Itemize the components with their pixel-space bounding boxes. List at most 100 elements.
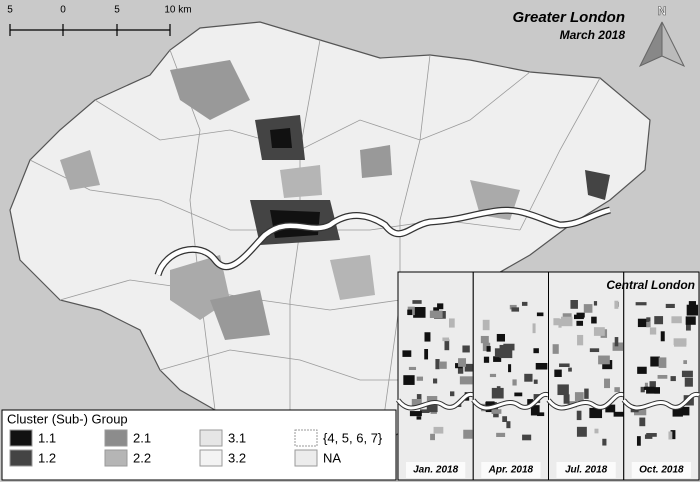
inset-patch [437, 303, 444, 310]
inset-patch [678, 406, 690, 416]
inset-patch [568, 367, 572, 372]
inset-patch [602, 438, 607, 446]
inset-patch [416, 376, 424, 381]
inset-patch [685, 316, 696, 325]
legend-box [1, 409, 397, 481]
inset-patch [583, 304, 593, 313]
legend-label: 2.1 [133, 430, 151, 445]
inset-patch [511, 307, 520, 312]
legend-swatch [9, 429, 33, 447]
inset-patch [558, 318, 562, 328]
inset-patch [644, 382, 648, 388]
inset-patch [644, 434, 653, 439]
inset-patch [537, 412, 545, 417]
inset-patch [509, 304, 517, 310]
inset-patch [657, 374, 668, 379]
inset-patch [426, 405, 438, 413]
inset-patch [403, 375, 415, 385]
legend-swatch [199, 429, 223, 447]
inset-patch [464, 363, 477, 372]
inset-patch [554, 369, 562, 377]
inset-patch [654, 316, 664, 325]
inset-patch [444, 339, 450, 351]
legend-label: {4, 5, 6, 7} [323, 430, 383, 445]
inset-patch [522, 434, 532, 441]
scale-label: 5 [114, 5, 120, 16]
inset-patch [524, 373, 533, 382]
legend-label: NA [323, 450, 341, 465]
inset-patch [665, 303, 675, 309]
scale-label: 10 km [164, 5, 191, 16]
inset-river [547, 392, 625, 410]
map-title: Greater London [512, 9, 625, 26]
inset-panel-label: Jan. 2018 [413, 465, 458, 476]
inset-patch [639, 417, 646, 427]
legend-label: 2.2 [133, 450, 151, 465]
inset-patch [532, 323, 536, 334]
inset-patch [533, 348, 539, 354]
inset-label-bg [631, 462, 691, 478]
scale-label: 0 [60, 5, 66, 16]
inset-patch [673, 338, 687, 346]
inset-patch [598, 355, 610, 365]
inset-patch [412, 300, 422, 304]
inset-patch [416, 394, 422, 402]
inset-patch [646, 386, 655, 394]
inset-patch [643, 386, 649, 390]
legend-swatch [9, 449, 33, 467]
inset-patch [574, 392, 584, 402]
inset-panel-label: Apr. 2018 [488, 465, 534, 476]
map-subtitle: March 2018 [560, 28, 626, 42]
inset-patch [533, 379, 538, 384]
inset-patch [559, 363, 570, 368]
inset-patch [486, 346, 491, 352]
legend-label: 3.1 [228, 430, 246, 445]
inset-patch [562, 313, 572, 319]
inset-patch [635, 302, 647, 306]
inset-patch [602, 360, 613, 370]
inset-patch [658, 357, 667, 368]
inset-patch [614, 337, 619, 347]
inset-patch [496, 386, 501, 395]
river-thames [155, 207, 611, 276]
inset-patch [593, 301, 598, 306]
inset-patch [646, 317, 651, 322]
inset-patch [535, 362, 548, 370]
inset-patch [589, 407, 603, 419]
inset-patch [612, 342, 625, 351]
inset-patch [433, 426, 444, 434]
inset-panel [472, 271, 549, 481]
inset-panel-label: Oct. 2018 [639, 465, 684, 476]
inset-patch [459, 376, 473, 385]
inset-patch [489, 373, 497, 378]
inset-patch [413, 307, 426, 318]
inset-label-bg [556, 462, 616, 478]
inset-patch [681, 370, 693, 378]
inset-panel-label: Jul. 2018 [565, 465, 608, 476]
inset-patch [591, 316, 597, 324]
inset-patch [482, 342, 491, 352]
inset-patch [508, 364, 512, 373]
legend-label: 1.1 [38, 430, 56, 445]
inset-patch [684, 377, 693, 387]
inset-patch [416, 416, 422, 420]
inset-patch [480, 335, 489, 344]
inset-patch [435, 359, 440, 370]
inset-patch [409, 411, 422, 417]
inset-patch [514, 392, 523, 397]
inset-patch [411, 398, 422, 408]
inset-patch [613, 411, 626, 417]
inset-patch [457, 365, 464, 374]
inset-title: Central London [606, 278, 695, 292]
inset-patch [576, 426, 587, 437]
legend-swatch [294, 429, 318, 447]
inset-patch [576, 410, 582, 421]
inset-patch [503, 343, 515, 351]
legend-swatch [294, 449, 318, 467]
inset-patch [521, 301, 528, 306]
inset-patch [429, 310, 443, 319]
inset-patch [482, 319, 490, 331]
inset-patch [502, 416, 508, 422]
inset-patch [686, 304, 699, 316]
